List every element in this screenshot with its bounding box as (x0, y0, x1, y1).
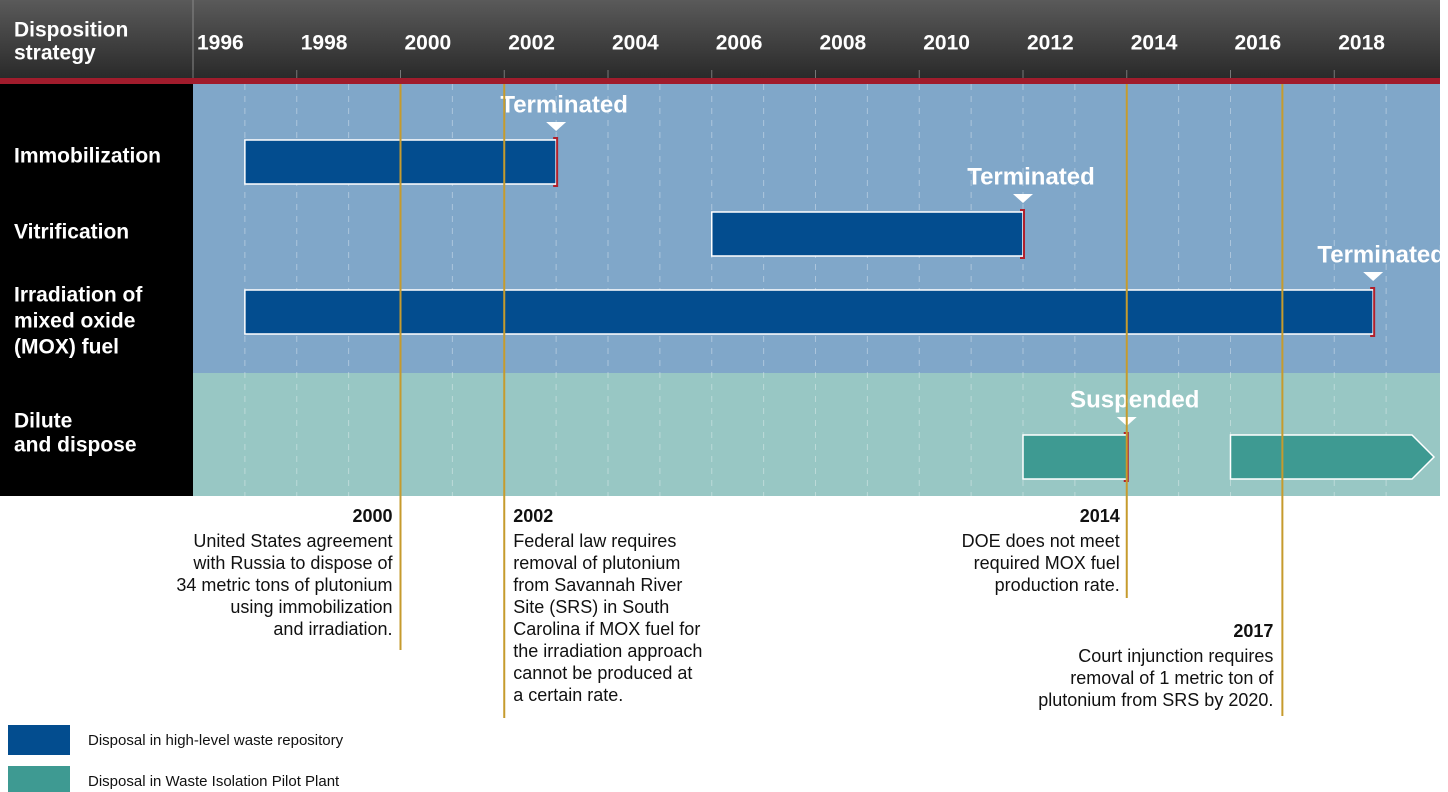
year-tick-label: 2006 (716, 32, 763, 55)
year-tick-label: 1998 (301, 32, 348, 55)
legend-label: Disposal in Waste Isolation Pilot Plant (88, 773, 340, 790)
status-label: Terminated (500, 91, 628, 118)
year-tick-label: 2002 (508, 32, 555, 55)
timeline-arrow (1229, 434, 1436, 480)
event-year: 2017 (1233, 621, 1273, 641)
marks: Terminated Terminated Terminated Suspended (244, 91, 1445, 482)
event-text: with Russia to dispose of (192, 553, 393, 573)
row-label: (MOX) fuel (14, 336, 119, 359)
event-year: 2014 (1080, 506, 1120, 526)
event-text: Court injunction requires (1078, 646, 1273, 666)
event-text: required MOX fuel (974, 553, 1120, 573)
row-label: Irradiation of (14, 284, 143, 307)
year-tick-label: 2016 (1235, 32, 1282, 55)
event-year: 2000 (352, 506, 392, 526)
row-label-column (0, 84, 193, 496)
end-cap (1020, 209, 1025, 259)
event-text: production rate. (995, 575, 1120, 595)
timeline-bar (244, 289, 1374, 335)
legend-label: Disposal in high-level waste repository (88, 732, 344, 749)
year-tick-label: 2012 (1027, 32, 1074, 55)
year-tick-label: 1996 (197, 32, 244, 55)
header-band (0, 0, 1440, 78)
legend-swatch (8, 766, 70, 792)
status-caret (1013, 194, 1033, 203)
row-label: Immobilization (14, 145, 161, 168)
year-tick-label: 2014 (1131, 32, 1178, 55)
event-text: a certain rate. (513, 685, 623, 705)
legend-swatch (8, 725, 70, 755)
end-cap (1370, 287, 1376, 337)
event-text: Carolina if MOX fuel for (513, 619, 700, 639)
year-tick-label: 2008 (820, 32, 867, 55)
event-text: using immobilization (230, 597, 392, 617)
event-text: cannot be produced at (513, 663, 692, 683)
event-text: 34 metric tons of plutonium (176, 575, 392, 595)
event-text: United States agreement (193, 531, 392, 551)
status-caret (546, 122, 567, 131)
event-text: from Savannah River (513, 575, 682, 595)
event-text: DOE does not meet (962, 531, 1120, 551)
event-text: removal of 1 metric ton of (1070, 668, 1274, 688)
status-caret (1363, 272, 1384, 281)
header-rule (0, 78, 1440, 84)
event-text: Site (SRS) in South (513, 597, 669, 617)
row-label: Dilute (14, 410, 72, 433)
event-text: Federal law requires (513, 531, 676, 551)
year-tick-label: 2004 (612, 32, 659, 55)
end-cap (553, 137, 559, 187)
status-label: Suspended (1070, 386, 1199, 413)
event-text: removal of plutonium (513, 553, 680, 573)
timeline-bar (711, 211, 1024, 257)
status-label: Terminated (1317, 241, 1445, 268)
year-tick-label: 2018 (1338, 32, 1385, 55)
status-label: Terminated (967, 163, 1095, 190)
event-text: the irradiation approach (513, 641, 702, 661)
header-label: Disposition (14, 19, 128, 42)
year-tick-label: 2000 (405, 32, 452, 55)
row-label: mixed oxide (14, 310, 135, 333)
timeline-bar (1022, 434, 1128, 480)
event-text: plutonium from SRS by 2020. (1038, 690, 1273, 710)
year-tick-label: 2010 (923, 32, 970, 55)
row-label: Vitrification (14, 221, 129, 244)
header-label: strategy (14, 42, 96, 65)
event-text: and irradiation. (273, 619, 392, 639)
row-label: and dispose (14, 434, 137, 457)
event-year: 2002 (513, 506, 553, 526)
